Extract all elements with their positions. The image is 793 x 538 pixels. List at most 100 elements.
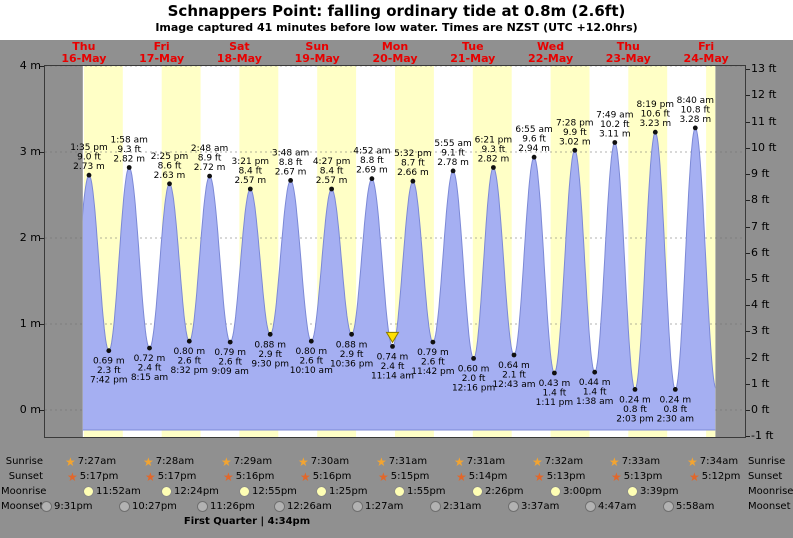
y-axis-tick	[745, 357, 750, 359]
astro-row-label-left: Moonrise	[1, 486, 47, 497]
y-axis-tick	[745, 174, 750, 176]
y-axis-label-ft: 3 ft	[751, 324, 770, 338]
sunset-time: 5:15pm	[390, 471, 430, 482]
day-header: Wed 22-May	[516, 41, 586, 65]
tide-annotation: 4:52 am	[353, 147, 390, 157]
sunset-time: 5:16pm	[312, 471, 352, 482]
tide-annotation: 2.82 m	[478, 155, 510, 165]
moonset-time: 12:26am	[287, 501, 332, 512]
tide-annotation: 9.3 ft	[482, 145, 506, 155]
current-time-marker-icon	[385, 331, 400, 344]
tide-annotation: 2.82 m	[113, 155, 145, 165]
tide-annotation: 8.8 ft	[279, 158, 303, 168]
tide-annotation: 12:43 am	[492, 380, 535, 390]
moonrise-entry: 3:39pm	[627, 486, 679, 498]
tide-annotation: 2.69 m	[356, 166, 388, 176]
day-header: Fri 17-May	[127, 41, 197, 65]
tide-annotation: 8:32 pm	[171, 366, 209, 376]
moonset-time: 1:27am	[365, 501, 404, 512]
tide-annotation: 10:36 pm	[330, 359, 373, 369]
tide-annotation: 1.4 ft	[543, 389, 567, 399]
tide-annotation: 0.79 m	[417, 348, 449, 358]
y-axis-tick	[745, 95, 750, 97]
tide-annotation: 2:30 am	[657, 414, 694, 424]
moonset-time: 4:47am	[598, 501, 637, 512]
tide-annotation: 10.8 ft	[681, 105, 711, 115]
moonset-moon-icon	[274, 501, 285, 512]
sunrise-star-icon: ★	[143, 454, 154, 469]
tide-annotation: 2.6 ft	[177, 357, 201, 367]
tide-extreme-dot	[511, 352, 517, 358]
y-axis-label-ft: -1 ft	[751, 429, 774, 443]
y-axis-tick	[745, 383, 750, 385]
moonset-moon-icon	[119, 501, 130, 512]
tide-annotation: 1:11 pm	[536, 398, 574, 408]
tide-annotation: 2.9 ft	[258, 350, 282, 360]
moon-phase-footer: First Quarter | 4:34pm	[183, 516, 311, 527]
moonrise-moon-icon	[627, 486, 638, 497]
day-date: 24-May	[683, 52, 729, 65]
tide-extreme-dot	[450, 168, 456, 174]
sunset-entry: ★ 5:16pm	[223, 471, 274, 483]
tide-extreme-dot	[167, 181, 172, 187]
tide-annotation: 8:40 am	[677, 96, 714, 106]
tide-annotation: 10:10 am	[290, 366, 333, 376]
moonrise-moon-icon	[161, 486, 172, 497]
tide-annotation: 0.24 m	[619, 395, 651, 405]
tide-annotation: 6:21 pm	[475, 136, 513, 146]
tide-extreme-dot	[491, 165, 496, 170]
tide-extreme-dot	[672, 387, 678, 392]
moonrise-entry: 1:25pm	[316, 486, 368, 498]
tide-annotation: 0.8 ft	[663, 405, 687, 415]
tide-annotation: 3.28 m	[679, 115, 711, 125]
tide-annotation: 1:35 pm	[70, 143, 108, 153]
y-axis-label-ft: 12 ft	[751, 88, 777, 102]
tide-extreme-dot	[369, 176, 375, 182]
tide-annotation: 2.4 ft	[381, 362, 405, 372]
tide-annotation: 2.67 m	[275, 167, 307, 177]
tide-annotation: 2.63 m	[154, 171, 186, 181]
day-header: Fri 24-May	[671, 41, 741, 65]
moonset-moon-icon	[663, 501, 674, 512]
tide-annotation: 9.1 ft	[441, 148, 465, 158]
day-date: 16-May	[61, 52, 107, 65]
moonrise-moon-icon	[316, 486, 327, 497]
tide-extreme-dot	[652, 129, 658, 135]
moonset-entry: 12:26am	[274, 501, 332, 513]
day-header: Thu 23-May	[593, 41, 663, 65]
sunrise-star-icon: ★	[221, 454, 232, 469]
tide-annotation: 2.9 ft	[340, 350, 364, 360]
sunrise-star-icon: ★	[376, 454, 387, 469]
moonset-entry: 4:47am	[585, 501, 636, 513]
y-axis-tick	[745, 331, 750, 333]
tide-annotation: 3.11 m	[599, 130, 631, 140]
sunset-entry: ★ 5:14pm	[456, 471, 507, 483]
tide-annotation: 8:15 am	[131, 373, 168, 383]
tide-extreme-dot	[632, 387, 638, 392]
sunrise-time: 7:27am	[77, 456, 117, 467]
y-axis-tick	[745, 410, 750, 411]
sunrise-time: 7:31am	[466, 456, 506, 467]
day-name: Mon	[381, 40, 409, 53]
tide-annotation: 2.94 m	[518, 144, 550, 154]
moonset-time: 2:31am	[443, 501, 482, 512]
day-date: 17-May	[139, 52, 185, 65]
sunrise-time: 7:34am	[699, 456, 739, 467]
sunrise-entry: ★ 7:33am	[609, 456, 660, 468]
tide-annotation: 3.02 m	[559, 137, 591, 147]
sunset-entry: ★ 5:15pm	[378, 471, 429, 483]
y-axis-label-ft: 5 ft	[751, 271, 770, 285]
tide-annotation: 9:09 am	[212, 367, 249, 377]
day-name: Fri	[698, 40, 715, 53]
day-header: Sun 19-May	[282, 41, 352, 65]
moonset-entry: 1:27am	[352, 501, 403, 513]
tide-annotation: 2.6 ft	[218, 358, 242, 368]
tide-annotation: 0.80 m	[295, 347, 327, 357]
tide-annotation: 9.3 ft	[117, 145, 141, 155]
moonrise-time: 12:24pm	[174, 486, 219, 497]
moonset-entry: 5:58am	[663, 501, 714, 513]
sunset-star-icon: ★	[300, 469, 311, 484]
sunset-entry: ★ 5:12pm	[689, 471, 740, 483]
moonrise-moon-icon	[550, 486, 561, 497]
day-name: Tue	[462, 40, 484, 53]
